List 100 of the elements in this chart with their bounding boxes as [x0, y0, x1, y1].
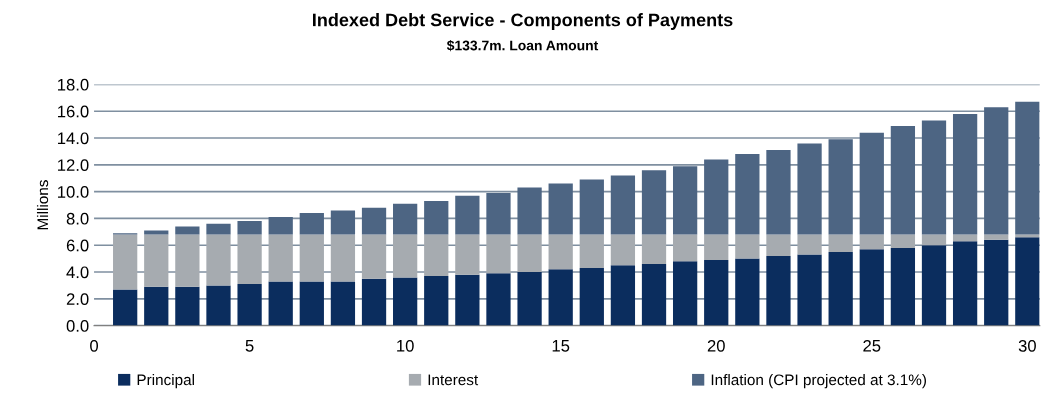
chart-subtitle: $133.7m. Loan Amount	[446, 39, 599, 52]
bar	[113, 234, 138, 290]
bar	[735, 234, 760, 259]
bar	[548, 234, 573, 270]
bar	[673, 234, 698, 262]
bar	[517, 234, 542, 273]
bar	[175, 226, 200, 235]
bar	[393, 277, 418, 326]
bar	[579, 268, 604, 326]
bar	[1015, 237, 1040, 326]
bar	[766, 255, 791, 326]
bar	[890, 234, 916, 248]
y-tick-label: 16.0	[58, 105, 89, 118]
bar	[952, 113, 978, 235]
y-axis-title: Millions	[36, 180, 49, 230]
bar	[641, 170, 667, 235]
bar	[144, 230, 169, 235]
bar	[921, 245, 947, 326]
bar	[455, 195, 480, 235]
y-tick-label: 10.0	[58, 186, 89, 198]
y-tick-label: 8.0	[66, 212, 89, 225]
bar	[299, 213, 324, 235]
x-tick-label: 0	[90, 339, 99, 352]
bar	[361, 278, 387, 326]
y-tick-label: 6.0	[66, 239, 89, 252]
y-tick-label: 0.0	[66, 320, 89, 332]
bar	[486, 273, 511, 326]
bar	[144, 234, 169, 287]
bar	[859, 234, 884, 250]
bar	[984, 107, 1009, 235]
bar	[641, 234, 667, 264]
bar	[113, 289, 138, 326]
bar	[361, 234, 387, 279]
bar	[673, 166, 698, 235]
bar	[268, 281, 293, 326]
legend-label: Interest	[428, 374, 479, 386]
bar	[548, 183, 573, 235]
bar	[704, 234, 729, 260]
y-tick-label: 4.0	[66, 266, 89, 279]
bar	[984, 239, 1009, 326]
bar	[1015, 101, 1040, 235]
bar	[237, 284, 262, 326]
x-tick-label: 30	[1018, 339, 1036, 352]
bar	[859, 132, 884, 235]
chart-title: Indexed Debt Service - Components of Payments	[313, 13, 733, 30]
bar	[890, 247, 916, 326]
legend-label: Inflation (CPI projected at 3.1%)	[711, 374, 926, 389]
bar	[268, 234, 293, 282]
bar	[890, 125, 916, 235]
bar	[237, 234, 262, 285]
bar	[766, 234, 791, 256]
bar	[144, 286, 169, 326]
x-tick-label: 10	[397, 339, 414, 352]
bar	[797, 143, 822, 235]
bar	[704, 159, 729, 235]
bar	[921, 120, 947, 235]
bar	[175, 286, 200, 326]
bar	[673, 261, 698, 326]
x-tick-label: 15	[552, 340, 570, 352]
bar	[610, 234, 636, 266]
bar	[517, 272, 542, 326]
bar	[704, 259, 729, 326]
bar	[299, 234, 324, 282]
bar	[237, 221, 262, 235]
bar	[268, 217, 293, 235]
bar	[455, 274, 480, 326]
bar	[393, 234, 418, 278]
bar	[735, 258, 760, 326]
bar	[952, 234, 978, 242]
bar	[424, 276, 449, 326]
bar	[984, 234, 1009, 240]
y-tick-label: 12.0	[58, 159, 89, 172]
bar	[299, 281, 324, 326]
bar	[517, 187, 542, 235]
x-tick-label: 25	[863, 339, 881, 352]
bar	[921, 234, 947, 246]
bar	[206, 234, 231, 286]
bar	[952, 241, 978, 326]
bar	[828, 234, 853, 252]
bar	[175, 234, 200, 287]
bar	[393, 203, 418, 235]
bar	[641, 263, 667, 326]
bar	[424, 234, 449, 277]
bar	[797, 234, 822, 255]
bar	[486, 192, 511, 235]
bar	[424, 201, 449, 235]
bar	[797, 254, 822, 326]
bar	[330, 281, 356, 326]
bar	[859, 249, 884, 326]
bar	[548, 269, 573, 326]
bar	[828, 251, 853, 326]
bar	[206, 285, 231, 326]
bar	[579, 179, 604, 235]
bar	[610, 175, 636, 235]
bar	[610, 265, 636, 326]
bar	[330, 210, 356, 235]
bar	[579, 234, 604, 268]
bar	[766, 150, 791, 235]
bar	[361, 207, 387, 235]
legend-label: Principal	[137, 374, 194, 389]
